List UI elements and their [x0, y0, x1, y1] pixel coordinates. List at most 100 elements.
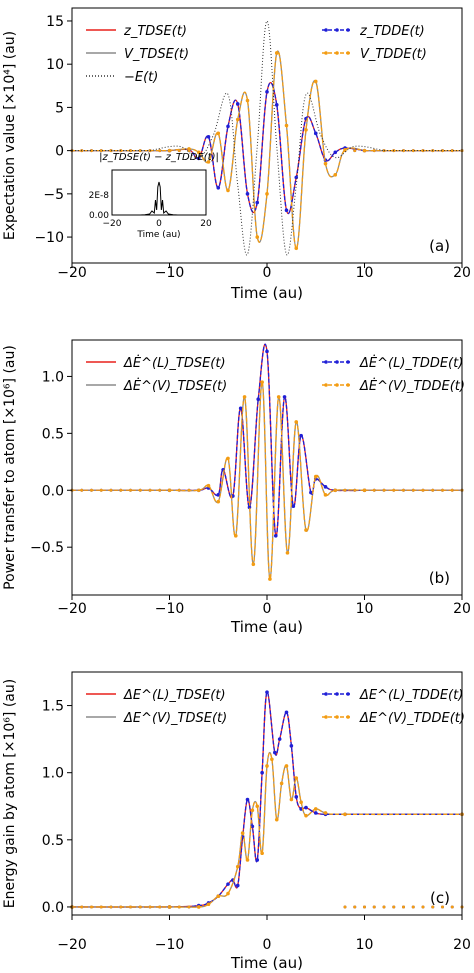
series-point — [421, 488, 425, 492]
series-point — [109, 905, 113, 909]
legend: z_TDSE(t) V_TDSE(t) −E(t) z_TDDE(t) V_TDDE(t… — [86, 24, 427, 85]
series-point — [255, 200, 260, 205]
legend-label: ΔE^(L)_TDSE(t) — [123, 688, 226, 703]
series-point — [240, 831, 245, 835]
legend-label: z_TDSE(t) — [123, 24, 187, 39]
series-group — [70, 343, 464, 581]
inset: |z_TDSE(t) − z_TDDE(t)| −20 0 20 Time (au) 0.… — [89, 152, 219, 240]
series-point — [294, 175, 299, 180]
series-point — [234, 534, 238, 538]
y-axis-label: Expectation value [×10⁴] (au) — [2, 31, 18, 240]
series-point — [80, 905, 84, 909]
series-point — [206, 483, 211, 488]
series-point — [353, 488, 357, 492]
legend-label: ΔĖ^(V)_TDSE(t) — [123, 378, 227, 394]
series-point — [138, 905, 142, 909]
x-tick-label: 20 — [453, 265, 471, 281]
series-point — [196, 156, 201, 161]
legend-marker — [324, 715, 328, 719]
series-point — [313, 131, 318, 136]
series-point — [196, 488, 201, 493]
series-point — [299, 800, 303, 805]
series-point — [276, 395, 281, 399]
legend-marker — [324, 383, 328, 387]
series-point — [256, 397, 261, 401]
panel-c: −20 −10 0 10 20 0.0 0.5 1.0 1.5 Time (au) Energy g… — [2, 671, 471, 972]
series-point — [289, 744, 294, 748]
series-point — [284, 710, 289, 715]
y-tick-label: 1.0 — [42, 369, 64, 385]
y-axis-label: Energy gain by atom [×10⁶] (au) — [2, 679, 18, 908]
series-point — [99, 149, 103, 153]
series-point — [450, 905, 454, 909]
series-point — [206, 902, 211, 907]
series-line — [169, 381, 365, 580]
series-group — [70, 690, 464, 909]
legend-marker — [346, 51, 350, 55]
series-point — [226, 882, 230, 886]
legend-label: ΔĖ^(L)_TDSE(t) — [123, 355, 226, 371]
y-tick-label: −5 — [43, 187, 64, 203]
series-point — [268, 577, 272, 581]
series-point — [294, 420, 299, 424]
series-point — [304, 813, 308, 818]
series-line — [169, 50, 365, 249]
series-point — [206, 134, 211, 139]
series-point — [313, 79, 318, 84]
series-point — [274, 103, 279, 107]
series-point — [226, 456, 230, 461]
series-point — [313, 811, 318, 815]
series-point — [158, 905, 162, 909]
series-point — [250, 824, 255, 829]
y-tick-label: 0.0 — [42, 900, 64, 916]
series-point — [284, 123, 289, 128]
series-point — [392, 905, 396, 909]
panel-a: −20 −10 0 10 20 −10 −5 0 5 10 15 Time (au) Expectati… — [2, 7, 471, 302]
x-axis-label: Time (au) — [230, 618, 303, 636]
series-point — [242, 395, 247, 399]
series-point — [177, 149, 181, 153]
legend-label: V_TDDE(t) — [360, 47, 427, 62]
series-point — [313, 807, 318, 811]
legend-label: −E(t) — [124, 70, 158, 85]
x-tick-label: −20 — [57, 265, 87, 281]
inset-title: |z_TDSE(t) − z_TDDE(t)| — [99, 152, 219, 163]
series-point — [333, 173, 338, 177]
legend-marker — [324, 51, 328, 55]
y-tick-label: 1.0 — [42, 766, 64, 782]
series-point — [238, 406, 243, 411]
series-point — [402, 905, 405, 909]
series-point — [273, 750, 277, 755]
series-point — [255, 804, 260, 809]
inset-line — [112, 181, 206, 216]
series-point — [294, 776, 299, 780]
series-point — [323, 161, 328, 166]
series-point — [273, 534, 278, 538]
series-point — [323, 811, 328, 815]
series-point — [226, 188, 230, 193]
series-point — [187, 905, 191, 909]
inset-x-tick-label: −20 — [103, 219, 122, 229]
series-line — [72, 752, 463, 908]
series-point — [99, 905, 103, 909]
series-point — [235, 102, 240, 106]
series-point — [245, 797, 250, 802]
series-point — [304, 528, 308, 532]
legend: ΔĖ^(L)_TDSE(t) ΔĖ^(V)_TDSE(t) ΔĖ^(L)_TDDE(… — [86, 355, 465, 394]
series-point — [206, 160, 211, 164]
series-point — [265, 764, 269, 768]
series-point — [90, 905, 93, 909]
series-point — [299, 433, 303, 438]
series-point — [251, 562, 256, 567]
legend-marker — [346, 28, 350, 32]
inset-x-tick-label: 0 — [156, 219, 162, 229]
series-point — [304, 128, 308, 132]
legend-marker — [335, 692, 339, 696]
series-point — [216, 185, 221, 190]
legend-label: ΔE^(V)_TDSE(t) — [123, 711, 227, 726]
series-point — [265, 690, 269, 694]
series-point — [333, 488, 338, 493]
series-point — [411, 905, 415, 909]
series-point — [245, 858, 250, 862]
legend-label: z_TDDE(t) — [359, 24, 425, 39]
